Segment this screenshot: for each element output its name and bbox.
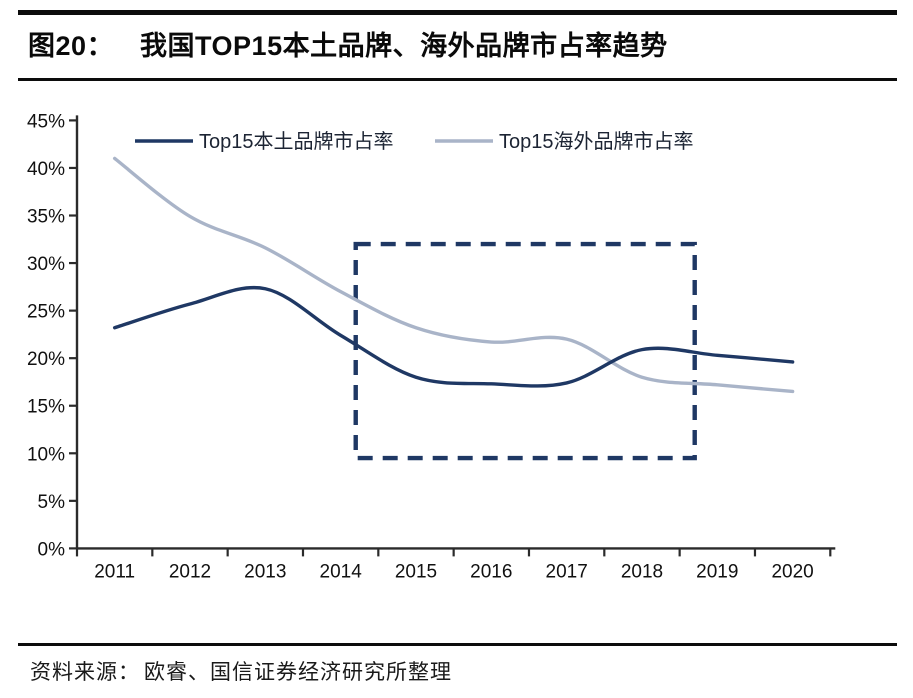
x-axis-year-label: 2019 bbox=[696, 561, 738, 582]
x-axis-year-label: 2020 bbox=[771, 561, 813, 582]
y-axis-tick-label: 25% bbox=[27, 302, 65, 323]
market-share-line-chart: 0% 5% 10% 15% 20% 25% 30% 35% 40% 45% 2011 2012 2013… bbox=[27, 111, 836, 582]
y-axis-tick-label: 30% bbox=[27, 254, 65, 275]
x-axis-year-label: 2014 bbox=[320, 561, 363, 582]
figure-title-text: 我国TOP15本土品牌、海外品牌市占率趋势 bbox=[140, 31, 668, 61]
legend-label: Top15海外品牌市占率 bbox=[499, 130, 694, 153]
legend-label: Top15本土品牌市占率 bbox=[199, 130, 394, 153]
footer-divider bbox=[18, 643, 897, 646]
x-axis-year-label: 2016 bbox=[470, 561, 512, 582]
domestic-brand-line bbox=[112, 285, 795, 388]
y-axis-tick-label: 20% bbox=[27, 349, 65, 370]
title-divider bbox=[18, 78, 897, 81]
x-axis-year-label: 2013 bbox=[244, 561, 286, 582]
overseas-brand-line bbox=[112, 156, 795, 394]
x-axis-year-label: 2015 bbox=[395, 561, 437, 582]
y-axis-tick-label: 10% bbox=[27, 444, 65, 465]
x-axis-year-label: 2018 bbox=[621, 561, 663, 582]
source-text: 欧睿、国信证券经济研究所整理 bbox=[144, 661, 452, 684]
source-label: 资料来源： bbox=[30, 661, 140, 684]
top-divider bbox=[18, 10, 897, 15]
chart-area: 0% 5% 10% 15% 20% 25% 30% 35% 40% 45% 2011 2012 2013… bbox=[0, 95, 913, 600]
x-axis-year-label: 2012 bbox=[169, 561, 211, 582]
y-axis-tick-label: 5% bbox=[38, 492, 66, 513]
y-axis-tick-label: 0% bbox=[38, 539, 66, 560]
highlight-dashed-box bbox=[353, 241, 697, 461]
y-axis-tick-label: 40% bbox=[27, 159, 65, 180]
figure-number-label: 图20： bbox=[28, 31, 115, 61]
source-note: 资料来源： 欧睿、国信证券经济研究所整理 bbox=[30, 656, 452, 686]
y-axis-tick-label: 35% bbox=[27, 207, 65, 228]
x-axis-year-label: 2011 bbox=[94, 561, 135, 582]
figure-title: 图20： 我国TOP15本土品牌、海外品牌市占率趋势 bbox=[28, 24, 898, 63]
x-axis-year-label: 2017 bbox=[546, 561, 588, 582]
y-axis-tick-label: 15% bbox=[27, 397, 65, 418]
y-axis-tick-label: 45% bbox=[27, 111, 65, 132]
